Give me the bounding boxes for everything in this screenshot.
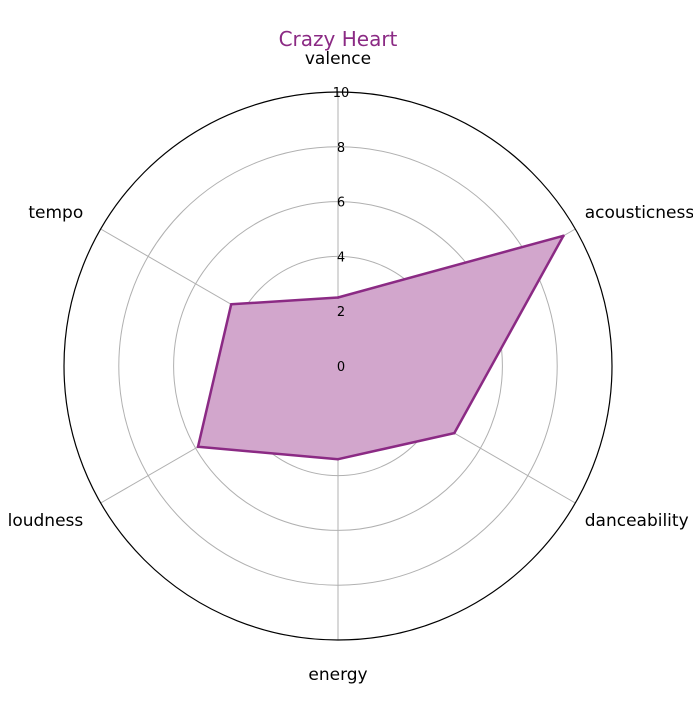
data-point: [229, 303, 233, 306]
data-point: [562, 234, 565, 238]
data-point: [336, 296, 340, 299]
data-point: [336, 457, 340, 461]
axis-label-energy: energy: [308, 665, 367, 685]
r-tick-label: 6: [337, 196, 345, 211]
outer-ring: [63, 91, 613, 641]
axis-label-acousticness: acousticness: [585, 203, 693, 223]
r-tick-label: 8: [337, 141, 345, 156]
r-tick-label: 4: [337, 250, 345, 265]
r-tick-label: 0: [337, 360, 345, 375]
label-layer: valence acousticness danceability energy lou…: [8, 49, 693, 685]
r-tick-label: 10: [333, 86, 350, 101]
r-tick-label: 2: [337, 305, 345, 320]
data-point: [196, 445, 200, 449]
grid-ring: [118, 146, 558, 586]
axis-label-valence: valence: [305, 49, 371, 69]
chart-title: Crazy Heart: [279, 27, 398, 51]
data-point: [452, 431, 456, 435]
axis-label-tempo: tempo: [28, 203, 83, 223]
data-layer: [196, 234, 565, 461]
series-area: [198, 235, 564, 460]
grid-ring: [173, 201, 503, 531]
axis-label-danceability: danceability: [585, 511, 689, 531]
tick-layer: 0 2 4 6 8 10: [333, 86, 350, 375]
axis-label-loudness: loudness: [8, 511, 84, 531]
